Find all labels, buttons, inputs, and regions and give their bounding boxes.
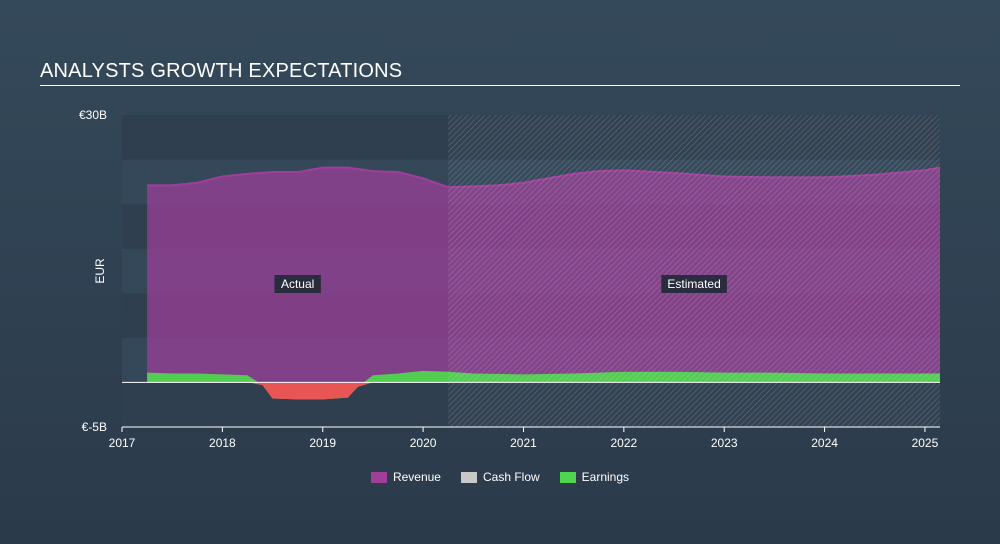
estimated-label-text: Estimated (667, 277, 720, 291)
legend-swatch-earnings (559, 471, 576, 483)
region-labels: Actual Estimated (274, 275, 727, 293)
actual-label: Actual (274, 275, 321, 293)
legend: Revenue Cash Flow Earnings (0, 470, 1000, 484)
y-tick-label: €30B (79, 108, 107, 122)
x-tick-label: 2021 (510, 436, 537, 450)
legend-item-earnings[interactable]: Earnings (559, 470, 630, 484)
legend-swatch-revenue (370, 471, 387, 483)
x-tick-label: 2017 (109, 436, 136, 450)
x-tick-label: 2022 (610, 436, 637, 450)
legend-label-revenue: Revenue (392, 470, 441, 484)
legend-label-cash-flow: Cash Flow (482, 470, 540, 484)
x-tick-label: 2025 (912, 436, 939, 450)
axes: 2017 2018 2019 2020 2021 2022 2023 2024 2025 €30B… (79, 108, 940, 450)
estimated-label: Estimated (661, 275, 727, 293)
legend-label-earnings: Earnings (581, 470, 630, 484)
legend-item-revenue[interactable]: Revenue (370, 470, 441, 484)
y-tick-label: €-5B (82, 420, 107, 434)
estimated-label-bg (661, 275, 727, 293)
y-axis-label: EUR (93, 258, 107, 284)
actual-label-text: Actual (281, 277, 314, 291)
title-divider (40, 85, 960, 86)
series-area-earnings-negative (147, 382, 940, 400)
estimated-hatch (448, 115, 940, 427)
legend-item-cash-flow[interactable]: Cash Flow (460, 470, 540, 484)
x-tick-label: 2019 (309, 436, 336, 450)
x-tick-label: 2023 (711, 436, 738, 450)
x-tick-label: 2018 (209, 436, 236, 450)
actual-label-bg (274, 275, 321, 293)
x-tick-label: 2020 (410, 436, 437, 450)
estimated-overlay (448, 115, 940, 427)
estimated-shade (448, 115, 940, 427)
chart-title: ANALYSTS GROWTH EXPECTATIONS (40, 60, 403, 82)
x-tick-label: 2024 (811, 436, 838, 450)
legend-swatch-cash-flow (460, 471, 477, 483)
